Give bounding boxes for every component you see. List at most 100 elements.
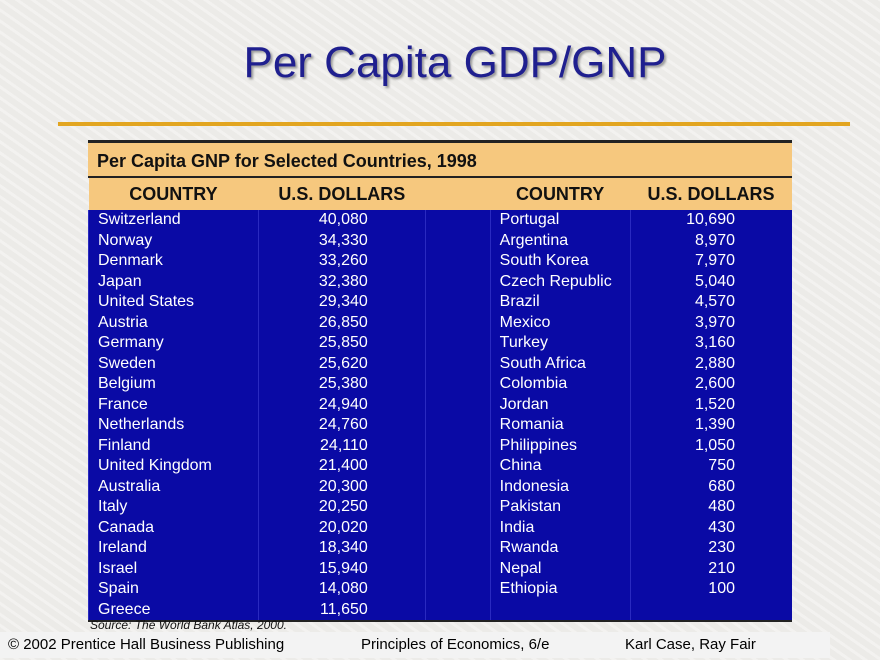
country-cell: Turkey <box>489 333 631 354</box>
country-cell: Germany <box>88 333 259 354</box>
table-row: Finland 24,110 Philippines 1,050 <box>88 435 792 456</box>
country-cell: Switzerland <box>88 210 259 231</box>
dollars-cell: 230 <box>629 538 792 559</box>
country-cell: Portugal <box>489 210 631 231</box>
dollars-cell: 8,970 <box>629 230 792 251</box>
spacer-cell <box>424 292 491 313</box>
spacer-cell <box>424 497 491 518</box>
footer: © 2002 Prentice Hall Business Publishing… <box>0 632 830 658</box>
dollars-cell: 24,760 <box>257 415 426 436</box>
spacer-cell <box>424 558 491 579</box>
dollars-cell: 3,970 <box>629 312 792 333</box>
country-cell: Belgium <box>88 374 259 395</box>
header-dollars-1: U.S. DOLLARS <box>258 178 426 210</box>
table-row: Denmark 33,260 South Korea 7,970 <box>88 251 792 272</box>
spacer-cell <box>424 353 491 374</box>
title-divider <box>58 122 850 126</box>
dollars-cell: 26,850 <box>257 312 426 333</box>
country-cell: India <box>489 517 631 538</box>
dollars-cell: 24,940 <box>257 394 426 415</box>
spacer-cell <box>424 476 491 497</box>
dollars-cell: 32,380 <box>257 271 426 292</box>
table-row: Japan 32,380 Czech Republic 5,040 <box>88 271 792 292</box>
country-cell: Italy <box>88 497 259 518</box>
table-row: France 24,940 Jordan 1,520 <box>88 394 792 415</box>
table-row: Austria 26,850 Mexico 3,970 <box>88 312 792 333</box>
table-row: United Kingdom 21,400 China 750 <box>88 456 792 477</box>
table-row: Canada 20,020 India 430 <box>88 517 792 538</box>
country-cell: France <box>88 394 259 415</box>
header-row: COUNTRY U.S. DOLLARS COUNTRY U.S. DOLLAR… <box>88 178 792 210</box>
header-country-1: COUNTRY <box>88 178 259 210</box>
country-cell: Philippines <box>489 435 631 456</box>
table-row: Italy 20,250 Pakistan 480 <box>88 497 792 518</box>
dollars-cell: 100 <box>629 579 792 600</box>
dollars-cell: 20,300 <box>257 476 426 497</box>
footer-copyright: © 2002 Prentice Hall Business Publishing <box>8 636 285 653</box>
country-cell: Nepal <box>489 558 631 579</box>
dollars-cell: 3,160 <box>629 333 792 354</box>
table-row: United States 29,340 Brazil 4,570 <box>88 292 792 313</box>
table-row: Sweden 25,620 South Africa 2,880 <box>88 353 792 374</box>
gnp-table: Per Capita GNP for Selected Countries, 1… <box>88 140 792 622</box>
header-dollars-2: U.S. DOLLARS <box>630 178 792 210</box>
country-cell: Finland <box>88 435 259 456</box>
table-row: Ireland 18,340 Rwanda 230 <box>88 538 792 559</box>
country-cell: China <box>489 456 631 477</box>
table-row: Greece 11,650 <box>88 599 792 622</box>
dollars-cell: 2,600 <box>629 374 792 395</box>
dollars-cell: 5,040 <box>629 271 792 292</box>
country-cell: Canada <box>88 517 259 538</box>
dollars-cell: 15,940 <box>257 558 426 579</box>
table-row: Belgium 25,380 Colombia 2,600 <box>88 374 792 395</box>
country-cell: United Kingdom <box>88 456 259 477</box>
country-cell: Spain <box>88 579 259 600</box>
country-cell: Indonesia <box>489 476 631 497</box>
country-cell: Ireland <box>88 538 259 559</box>
country-cell: Rwanda <box>489 538 631 559</box>
dollars-cell: 21,400 <box>257 456 426 477</box>
dollars-cell: 1,050 <box>629 435 792 456</box>
country-cell: Australia <box>88 476 259 497</box>
country-cell: Ethiopia <box>489 579 631 600</box>
dollars-cell: 40,080 <box>257 210 426 231</box>
country-cell: Czech Republic <box>489 271 631 292</box>
dollars-cell: 10,690 <box>629 210 792 231</box>
country-cell: Sweden <box>88 353 259 374</box>
spacer-cell <box>424 415 491 436</box>
spacer-cell <box>424 394 491 415</box>
dollars-cell: 20,250 <box>257 497 426 518</box>
spacer-cell <box>424 210 491 231</box>
dollars-cell: 2,880 <box>629 353 792 374</box>
dollars-cell: 210 <box>629 558 792 579</box>
table-row: Israel 15,940 Nepal 210 <box>88 558 792 579</box>
spacer-cell <box>424 435 491 456</box>
dollars-cell: 33,260 <box>257 251 426 272</box>
country-cell: Colombia <box>489 374 631 395</box>
country-cell: Pakistan <box>489 497 631 518</box>
header-spacer <box>425 178 491 210</box>
country-cell: South Korea <box>489 251 631 272</box>
dollars-cell: 29,340 <box>257 292 426 313</box>
spacer-cell <box>424 374 491 395</box>
dollars-cell: 20,020 <box>257 517 426 538</box>
source-note: Source: The World Bank Atlas, 2000. <box>90 618 287 632</box>
dollars-cell: 430 <box>629 517 792 538</box>
dollars-cell: 25,380 <box>257 374 426 395</box>
spacer-cell <box>424 230 491 251</box>
country-cell <box>489 599 631 622</box>
table-caption: Per Capita GNP for Selected Countries, 1… <box>88 143 792 178</box>
country-cell: Mexico <box>489 312 631 333</box>
country-cell: Norway <box>88 230 259 251</box>
country-cell: Argentina <box>489 230 631 251</box>
footer-book: Principles of Economics, 6/e <box>361 636 550 653</box>
table-row: Spain 14,080 Ethiopia 100 <box>88 579 792 600</box>
table-row: Netherlands 24,760 Romania 1,390 <box>88 415 792 436</box>
spacer-cell <box>424 456 491 477</box>
spacer-cell <box>424 538 491 559</box>
dollars-cell: 1,520 <box>629 394 792 415</box>
country-cell: Japan <box>88 271 259 292</box>
spacer-cell <box>424 599 491 622</box>
dollars-cell: 7,970 <box>629 251 792 272</box>
table-row: Norway 34,330 Argentina 8,970 <box>88 230 792 251</box>
